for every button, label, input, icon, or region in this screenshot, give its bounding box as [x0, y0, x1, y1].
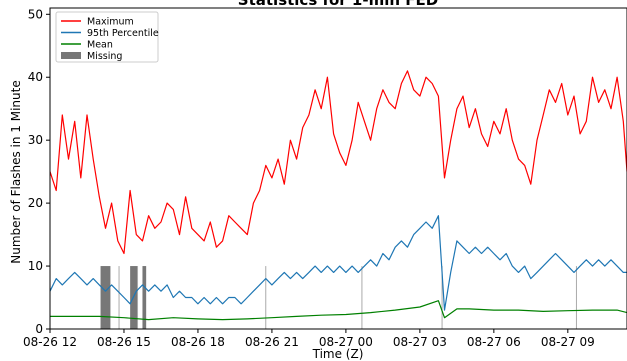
series-95th-percentile-line [49, 215, 627, 311]
y-tick-label-50: 50 [28, 7, 43, 21]
x-tick-label-0: 08-26 12 [23, 335, 77, 349]
legend-label-2: Mean [87, 40, 113, 51]
legend-swatch-3 [61, 52, 81, 59]
plot-area [49, 70, 627, 329]
axes-frame [49, 7, 627, 330]
y-tick-label-10: 10 [28, 259, 43, 273]
legend-label-3: Missing [87, 51, 122, 62]
series-mean-line [50, 300, 627, 321]
axes: 0 10 20 30 40 50 08-26 12 08-26 15 08-26 18 08-26… [23, 7, 627, 349]
x-tick-label-4: 08-27 00 [319, 335, 373, 349]
missing-span-0 [100, 266, 111, 329]
legend-label-0: Maximum [87, 17, 134, 28]
x-tick-label-3: 08-26 21 [245, 335, 299, 349]
missing-span-2 [142, 266, 147, 329]
y-tick-label-30: 30 [28, 133, 43, 147]
legend-label-1: 95th Percentile [87, 28, 159, 39]
legend-box [55, 11, 159, 63]
series-maximum-line [49, 70, 627, 255]
x-tick-label-6: 08-27 06 [467, 335, 521, 349]
x-tick-label-7: 08-27 09 [541, 335, 595, 349]
x-tick-label-5: 08-27 03 [393, 335, 447, 349]
y-axis-label: Number of Flashes in 1 Minute [9, 80, 23, 264]
y-tick-label-40: 40 [28, 70, 43, 84]
x-tick-label-2: 08-26 18 [171, 335, 225, 349]
x-axis-label: Time (Z) [312, 347, 364, 361]
x-tick-label-1: 08-26 15 [97, 335, 151, 349]
y-tick-label-0: 0 [35, 322, 43, 336]
y-tick-label-20: 20 [28, 196, 43, 210]
chart-title: Statistics for 1-min FED [238, 0, 438, 9]
